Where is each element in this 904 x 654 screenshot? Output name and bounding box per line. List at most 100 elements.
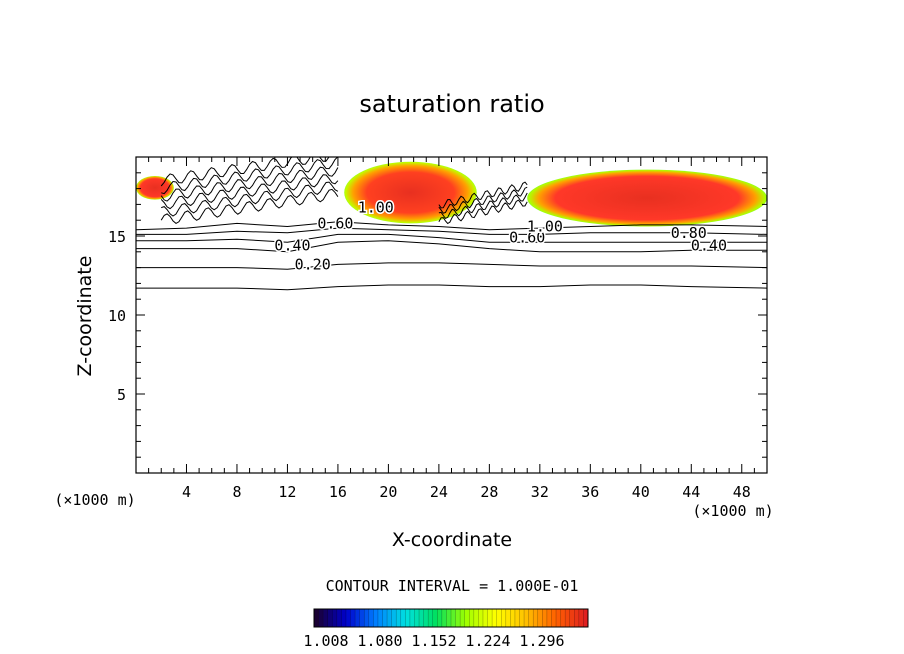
turbulent-contour	[438, 192, 528, 220]
x-tick-label: 32	[531, 483, 549, 501]
x-tick-label: 40	[632, 483, 650, 501]
x-tick-label: 44	[682, 483, 700, 501]
colorbar	[313, 608, 589, 628]
x-axis-label: X-coordinate	[392, 529, 512, 551]
colorbar-segment	[364, 609, 370, 627]
colorbar-segment	[345, 609, 351, 627]
colorbar-segment	[387, 609, 392, 627]
contour-label: 1.00	[358, 199, 394, 217]
colorbar-segment	[377, 609, 383, 627]
y-tick-label: 10	[108, 307, 126, 325]
contour-labels: 0.200.400.601.000.601.00 0.800.40	[273, 197, 729, 275]
colorbar-segment	[505, 609, 511, 627]
contour-line-0.8	[136, 227, 767, 235]
x-tick-label: 24	[430, 483, 448, 501]
colorbar-segment	[355, 609, 360, 627]
contour-line-0.2	[136, 262, 767, 270]
colorbar-segment	[478, 609, 484, 627]
colorbar-segment	[391, 609, 397, 627]
colorbar-segment	[323, 609, 328, 627]
colorbar-segment	[437, 609, 443, 627]
x-tick-label: 8	[232, 483, 241, 501]
colorbar-segment	[556, 609, 561, 627]
colorbar-segment	[574, 609, 580, 627]
colorbar-segment	[414, 609, 420, 627]
colorbar-segment	[396, 609, 402, 627]
colorbar-labels: 1.008 1.080 1.152 1.224 1.296	[303, 632, 564, 650]
turbulent-contour	[161, 181, 339, 217]
colorbar-segment	[464, 609, 470, 627]
colorbar-segment	[492, 609, 497, 627]
turbulent-contour	[438, 199, 528, 225]
turbulent-contour	[160, 188, 339, 225]
colorbar-segment	[368, 609, 374, 627]
contour-line-1	[136, 221, 767, 231]
colorbar-segment	[332, 609, 338, 627]
contour-label: 0.60	[509, 229, 545, 247]
contour-label: 0.40	[691, 236, 727, 254]
colorbar-segment	[318, 609, 324, 627]
colorbar-segment	[487, 609, 493, 627]
colorbar-segment	[405, 609, 411, 627]
colorbar-segment	[533, 609, 539, 627]
colorbar-segment	[578, 609, 584, 627]
colorbar-tick-label: 1.008	[303, 632, 348, 650]
colorbar-segment	[432, 609, 438, 627]
colorbar-segment	[510, 609, 516, 627]
colorbar-segment	[350, 609, 356, 627]
colorbar-segment	[501, 609, 507, 627]
x-tick-label: 28	[480, 483, 498, 501]
colorbar-segment	[583, 609, 589, 627]
colorbar-segment	[546, 609, 552, 627]
colorbar-tick-label: 1.152	[411, 632, 456, 650]
colorbar-segment	[460, 609, 465, 627]
colorbar-segment	[496, 609, 502, 627]
contour-line-0.4	[136, 240, 767, 253]
colorbar-segment	[341, 609, 347, 627]
colorbar-segment	[514, 609, 520, 627]
y-axis-label: Z-coordinate	[74, 256, 96, 377]
colorbar-segment	[469, 609, 475, 627]
colorbar-segment	[519, 609, 525, 627]
colorbar-segment	[524, 609, 529, 627]
colorbar-segment	[359, 609, 365, 627]
colorbar-segment	[451, 609, 456, 627]
turbulent-contour	[161, 157, 339, 195]
contour-lines	[136, 221, 767, 291]
x-tick-label: 36	[581, 483, 599, 501]
y-tick-label: 15	[108, 228, 126, 246]
colorbar-segment	[423, 609, 429, 627]
turbulent-contour	[160, 166, 339, 202]
colorbar-segment	[382, 609, 388, 627]
plot-area: 0.200.400.601.000.601.00 0.800.40	[136, 157, 767, 473]
contour-label: 0.40	[274, 236, 310, 254]
colorbar-segment	[336, 609, 342, 627]
colorbar-tick-label: 1.224	[465, 632, 510, 650]
colorbar-segment	[419, 609, 424, 627]
contour-label: 1.00	[527, 218, 563, 236]
colorbar-segment	[482, 609, 488, 627]
x-tick-label: 20	[379, 483, 397, 501]
colorbar-segment	[409, 609, 415, 627]
colorbar-tick-label: 1.296	[519, 632, 564, 650]
contour-line-0.6	[136, 233, 767, 243]
x-tick-label: 48	[733, 483, 751, 501]
turbulent-contour	[160, 174, 339, 210]
turbulent-contour	[160, 157, 330, 187]
colorbar-segment	[542, 609, 548, 627]
turbulent-contour	[438, 186, 528, 214]
colorbar-segment	[400, 609, 406, 627]
colorbar-segment	[560, 609, 566, 627]
colorbar-segment	[565, 609, 571, 627]
colorbar-tick-label: 1.080	[357, 632, 402, 650]
colorbar-segment	[537, 609, 543, 627]
turbulent-contour	[438, 181, 528, 209]
x-tick-label: 12	[278, 483, 296, 501]
colorbar-segment	[569, 609, 575, 627]
colorbar-segment	[455, 609, 461, 627]
supersaturated-cell-right	[527, 169, 767, 227]
contour-interval-text: CONTOUR INTERVAL = 1.000E-01	[326, 577, 579, 595]
x-tick-label: 16	[329, 483, 347, 501]
